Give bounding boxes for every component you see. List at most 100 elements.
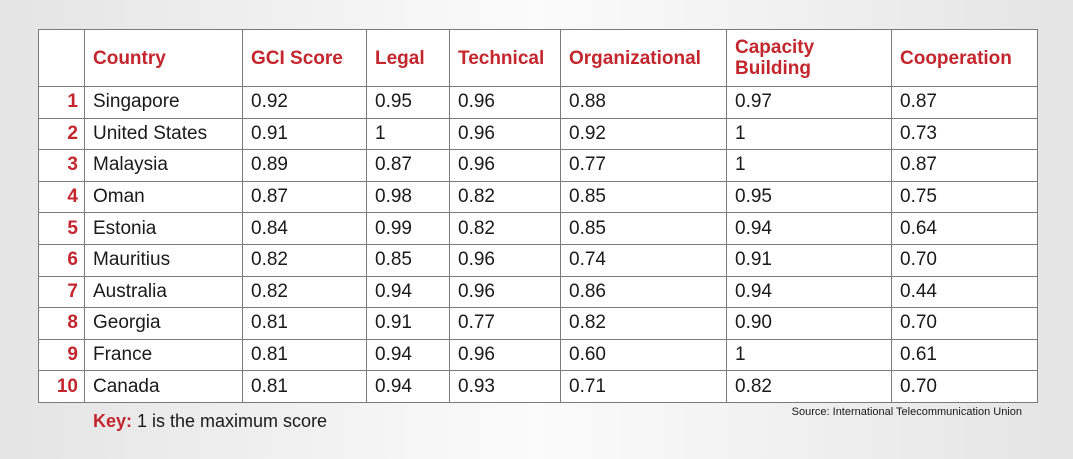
capacity-building-cell: 0.95 [726, 180, 892, 214]
technical-cell: 0.77 [449, 307, 561, 340]
capacity-building-cell: 1 [726, 338, 892, 372]
gci-score-cell: 0.81 [242, 338, 367, 372]
gci-ranking-table: Country GCI Score Legal Technical Organi… [38, 29, 1038, 403]
gci-score-cell: 0.84 [242, 212, 367, 245]
table-row: 4 Oman 0.87 0.98 0.82 0.85 0.95 0.75 [38, 180, 1038, 214]
country-cell: Oman [84, 180, 243, 214]
legal-cell: 1 [366, 117, 450, 151]
cooperation-cell: 0.44 [891, 275, 1038, 309]
source-note: Source: International Telecommunication … [791, 406, 1022, 418]
technical-cell: 0.96 [449, 275, 561, 309]
legal-cell: 0.85 [366, 243, 450, 277]
cooperation-cell: 0.70 [891, 370, 1038, 403]
gci-score-cell: 0.81 [242, 307, 367, 340]
cooperation-cell: 0.61 [891, 338, 1038, 372]
country-cell: Malaysia [84, 149, 243, 182]
rank-cell: 5 [38, 212, 85, 245]
cooperation-header: Cooperation [891, 29, 1038, 87]
legal-cell: 0.94 [366, 370, 450, 403]
legal-cell: 0.99 [366, 212, 450, 245]
capacity-building-header: Capacity Building [726, 29, 892, 87]
cooperation-cell: 0.75 [891, 180, 1038, 214]
capacity-building-cell: 1 [726, 149, 892, 182]
organizational-cell: 0.88 [560, 86, 727, 119]
technical-header: Technical [449, 29, 561, 87]
rank-cell: 10 [38, 370, 85, 403]
technical-cell: 0.82 [449, 180, 561, 214]
rank-cell: 9 [38, 338, 85, 372]
country-cell: Mauritius [84, 243, 243, 277]
table-row: 5 Estonia 0.84 0.99 0.82 0.85 0.94 0.64 [38, 212, 1038, 245]
table-row: 8 Georgia 0.81 0.91 0.77 0.82 0.90 0.70 [38, 307, 1038, 340]
country-cell: Estonia [84, 212, 243, 245]
rank-header [38, 29, 85, 87]
country-cell: France [84, 338, 243, 372]
rank-cell: 8 [38, 307, 85, 340]
capacity-building-cell: 0.97 [726, 86, 892, 119]
rank-cell: 4 [38, 180, 85, 214]
gci-score-cell: 0.82 [242, 275, 367, 309]
organizational-cell: 0.60 [560, 338, 727, 372]
gci-score-cell: 0.89 [242, 149, 367, 182]
legal-header: Legal [366, 29, 450, 87]
table-header-row: Country GCI Score Legal Technical Organi… [38, 29, 1038, 87]
organizational-cell: 0.86 [560, 275, 727, 309]
capacity-building-cell: 0.94 [726, 275, 892, 309]
capacity-building-cell: 1 [726, 117, 892, 151]
table-row: 9 France 0.81 0.94 0.96 0.60 1 0.61 [38, 338, 1038, 372]
key-text: 1 is the maximum score [132, 411, 328, 431]
technical-cell: 0.82 [449, 212, 561, 245]
country-header: Country [84, 29, 243, 87]
technical-cell: 0.96 [449, 338, 561, 372]
capacity-building-cell: 0.90 [726, 307, 892, 340]
cooperation-cell: 0.87 [891, 86, 1038, 119]
table-row: 1 Singapore 0.92 0.95 0.96 0.88 0.97 0.87 [38, 86, 1038, 119]
legal-cell: 0.98 [366, 180, 450, 214]
legal-cell: 0.87 [366, 149, 450, 182]
gci-score-cell: 0.82 [242, 243, 367, 277]
legal-cell: 0.95 [366, 86, 450, 119]
technical-cell: 0.96 [449, 86, 561, 119]
gci-score-cell: 0.91 [242, 117, 367, 151]
rank-cell: 3 [38, 149, 85, 182]
organizational-cell: 0.85 [560, 180, 727, 214]
cooperation-cell: 0.70 [891, 243, 1038, 277]
rank-cell: 7 [38, 275, 85, 309]
technical-cell: 0.96 [449, 149, 561, 182]
gci-score-header: GCI Score [242, 29, 367, 87]
rank-cell: 6 [38, 243, 85, 277]
organizational-cell: 0.71 [560, 370, 727, 403]
legal-cell: 0.91 [366, 307, 450, 340]
technical-cell: 0.93 [449, 370, 561, 403]
table-row: 3 Malaysia 0.89 0.87 0.96 0.77 1 0.87 [38, 149, 1038, 182]
cooperation-cell: 0.87 [891, 149, 1038, 182]
organizational-cell: 0.77 [560, 149, 727, 182]
gci-score-cell: 0.92 [242, 86, 367, 119]
capacity-building-cell: 0.94 [726, 212, 892, 245]
organizational-header: Organizational [560, 29, 727, 87]
table-row: 6 Mauritius 0.82 0.85 0.96 0.74 0.91 0.70 [38, 243, 1038, 277]
country-cell: Canada [84, 370, 243, 403]
organizational-cell: 0.92 [560, 117, 727, 151]
cooperation-cell: 0.64 [891, 212, 1038, 245]
technical-cell: 0.96 [449, 243, 561, 277]
rank-cell: 2 [38, 117, 85, 151]
gci-score-cell: 0.81 [242, 370, 367, 403]
cooperation-cell: 0.73 [891, 117, 1038, 151]
country-cell: Georgia [84, 307, 243, 340]
cooperation-cell: 0.70 [891, 307, 1038, 340]
organizational-cell: 0.82 [560, 307, 727, 340]
rank-cell: 1 [38, 86, 85, 119]
table-row: 2 United States 0.91 1 0.96 0.92 1 0.73 [38, 117, 1038, 151]
key-note: Key: 1 is the maximum score [93, 411, 327, 432]
technical-cell: 0.96 [449, 117, 561, 151]
country-cell: Australia [84, 275, 243, 309]
organizational-cell: 0.74 [560, 243, 727, 277]
legal-cell: 0.94 [366, 275, 450, 309]
gci-table-container: Country GCI Score Legal Technical Organi… [38, 29, 1038, 403]
country-cell: Singapore [84, 86, 243, 119]
country-cell: United States [84, 117, 243, 151]
key-label: Key: [93, 411, 133, 431]
table-body: 1 Singapore 0.92 0.95 0.96 0.88 0.97 0.87 2 Unite… [38, 86, 1038, 403]
table-row: 10 Canada 0.81 0.94 0.93 0.71 0.82 0.70 [38, 370, 1038, 403]
